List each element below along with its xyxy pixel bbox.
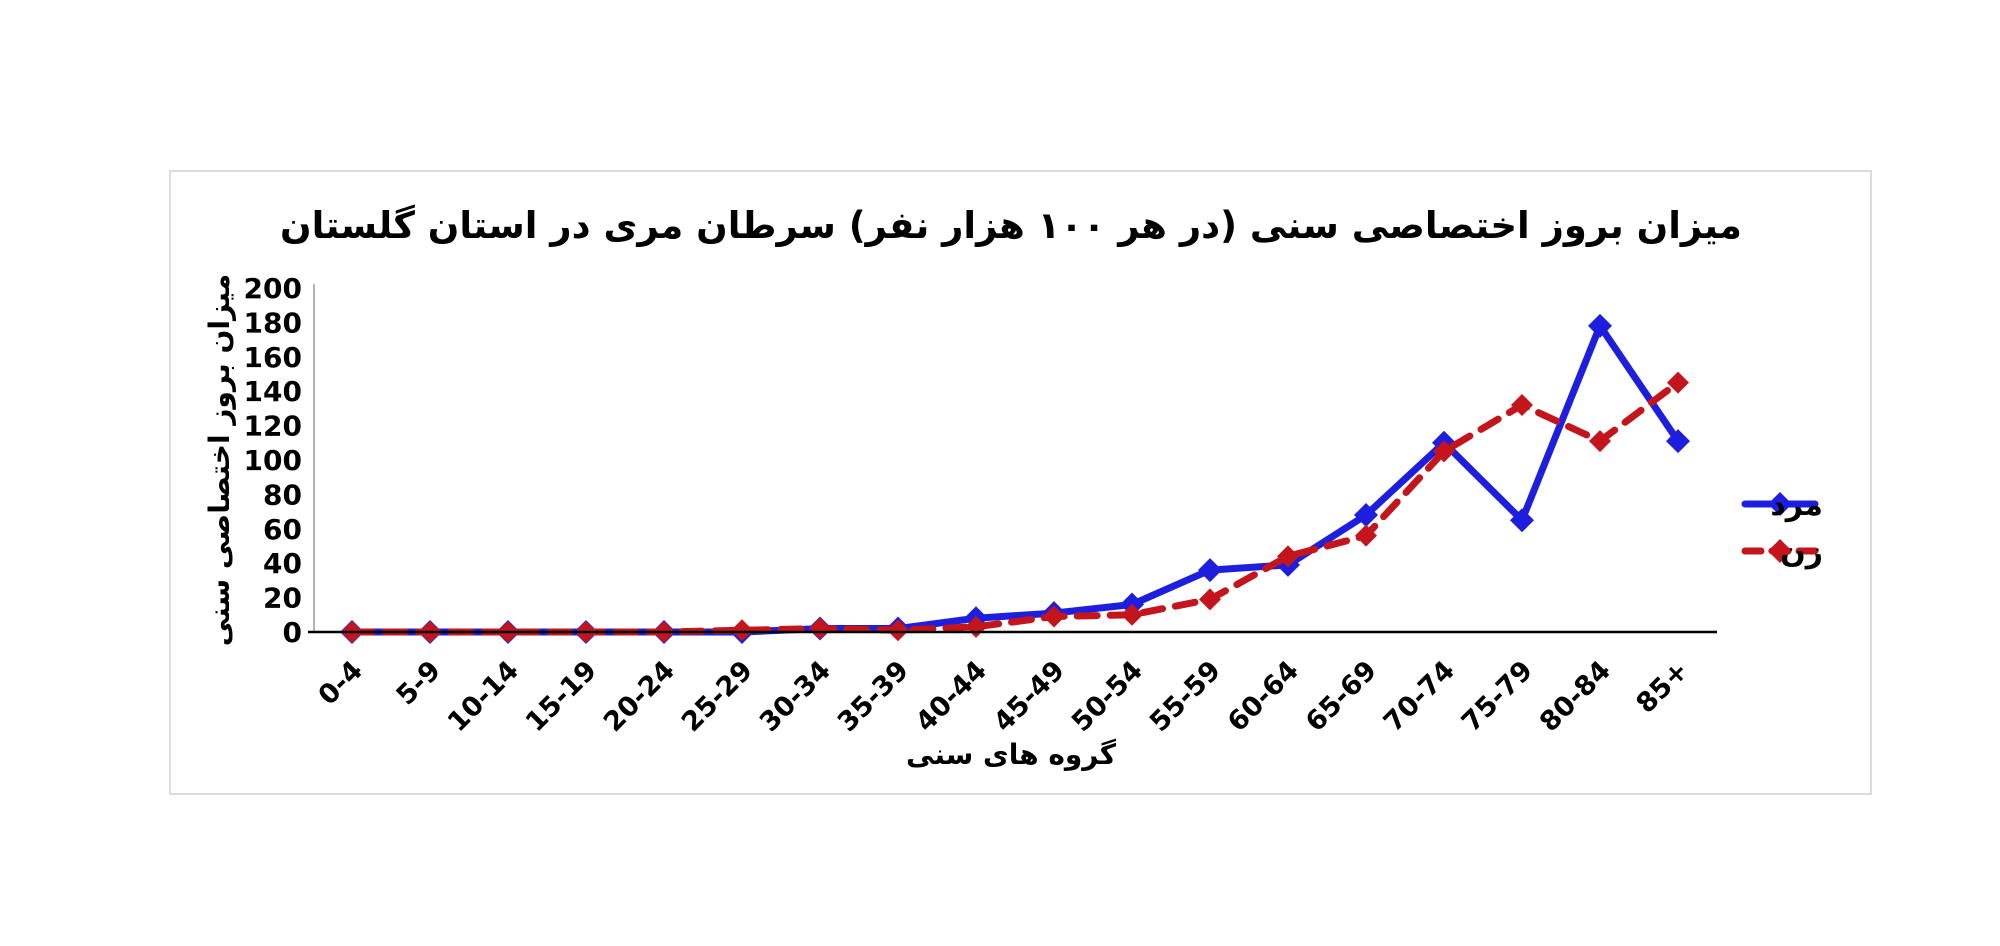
data-point-marker [1666,429,1690,454]
data-point-marker [809,617,831,640]
x-tick-label: 30-34 [754,655,837,738]
data-point-marker [1121,603,1143,626]
y-tick-label: 200 [244,272,302,305]
legend-swatches [1741,492,1819,563]
legend: مرد زن [1741,488,1823,570]
x-tick-label: 60-64 [1222,655,1305,738]
y-tick-label: 60 [263,513,302,546]
series-layer [340,313,1690,644]
y-tick-label: 20 [263,582,302,615]
data-point-marker [1354,503,1378,528]
chart-frame: میزان بروز اختصاصی سنی (در هر ۱۰۰ هزار ن… [169,170,1872,795]
x-tick-label: 5-9 [391,655,447,711]
chart-title: میزان بروز اختصاصی سنی (در هر ۱۰۰ هزار ن… [280,204,1742,247]
data-point-marker [1433,440,1455,463]
x-tick-label: 55-59 [1144,655,1227,738]
y-tick-label: 160 [244,341,302,374]
data-point-marker [1198,558,1222,583]
data-point-marker [1511,393,1533,416]
series-line-men [348,322,1682,636]
x-axis-title: گروه های سنی [906,738,1117,771]
y-tick-label: 180 [244,306,302,339]
series-زن [341,371,1689,643]
x-tick-label: 50-54 [1066,655,1149,738]
data-point-marker [1768,492,1792,516]
legend-label-women: زن [1780,535,1823,570]
x-tick-label: 40-44 [910,655,993,738]
legend-label-men: مرد [1770,488,1823,523]
x-tick-label: 65-69 [1300,655,1383,738]
data-point-marker [1768,539,1792,563]
y-axis-title: میزان بروز اختصاصی سنی [203,274,236,646]
y-tick-label: 100 [244,444,302,477]
y-tick-label: 140 [244,375,302,408]
x-tick-label: 20-24 [598,655,681,738]
data-point-marker [1277,545,1299,568]
x-tick-label: 35-39 [832,655,915,738]
x-tick-label: 0-4 [313,655,369,711]
data-point-marker [731,619,753,642]
data-point-marker [1355,524,1377,547]
y-tick-label: 120 [244,410,302,443]
data-point-marker [1589,430,1611,453]
data-point-marker [1510,508,1534,533]
series-مرد [340,313,1690,644]
x-tick-label: 10-14 [442,655,525,738]
x-tick-label: 15-19 [520,655,603,738]
series-line-women [348,379,1682,636]
x-tick-label: 75-79 [1456,655,1539,738]
data-point-marker [887,619,909,642]
data-point-marker [1199,588,1221,611]
data-point-marker [1588,313,1612,338]
y-tick-label: 0 [283,616,302,649]
x-axis-ticks: 0-4 5-910-1415-1920-2425-2930-3435-3940-4… [313,655,1695,738]
y-tick-label: 40 [263,547,302,580]
x-tick-label: 45-49 [988,655,1071,738]
line-chart: میزان بروز اختصاصی سنی (در هر ۱۰۰ هزار ن… [203,204,1823,771]
x-tick-label: 25-29 [676,655,759,738]
x-tick-label: 80-84 [1534,655,1617,738]
x-tick-label: 85+ [1630,655,1694,719]
data-point-marker [1667,371,1689,394]
y-tick-label: 80 [263,478,302,511]
data-point-marker [1043,605,1065,628]
x-tick-label: 70-74 [1378,655,1461,738]
